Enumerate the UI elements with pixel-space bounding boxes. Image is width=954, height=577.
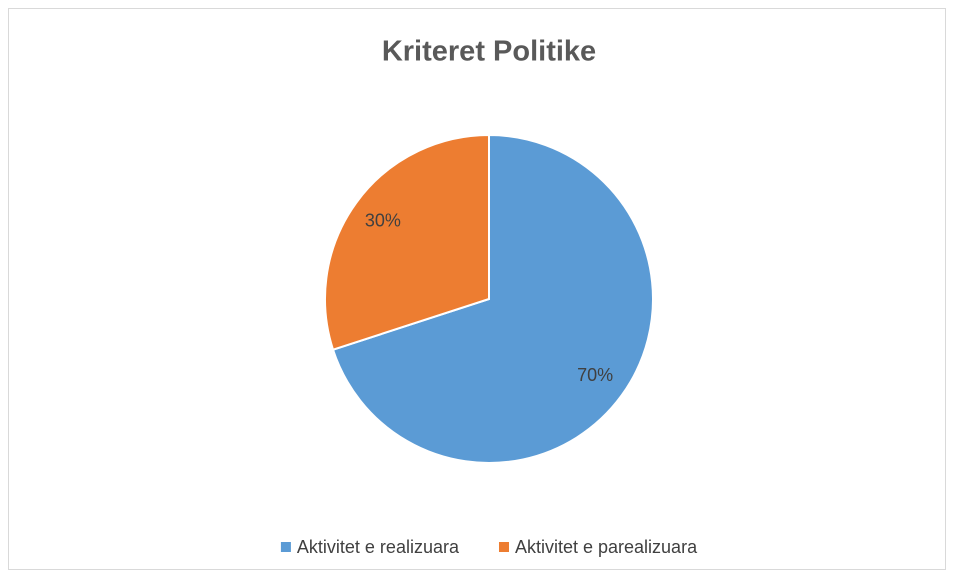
data-label: 70%	[577, 365, 613, 385]
legend-marker	[498, 542, 509, 552]
legend-marker	[280, 542, 291, 552]
legend-label: Aktivitet e realizuara	[297, 537, 460, 557]
chart-title: Kriteret Politike	[382, 36, 596, 68]
pie-slice	[331, 133, 654, 464]
pie-slice	[324, 133, 490, 351]
legend-label: Aktivitet e parealizuara	[515, 537, 698, 557]
data-label: 30%	[365, 211, 401, 231]
